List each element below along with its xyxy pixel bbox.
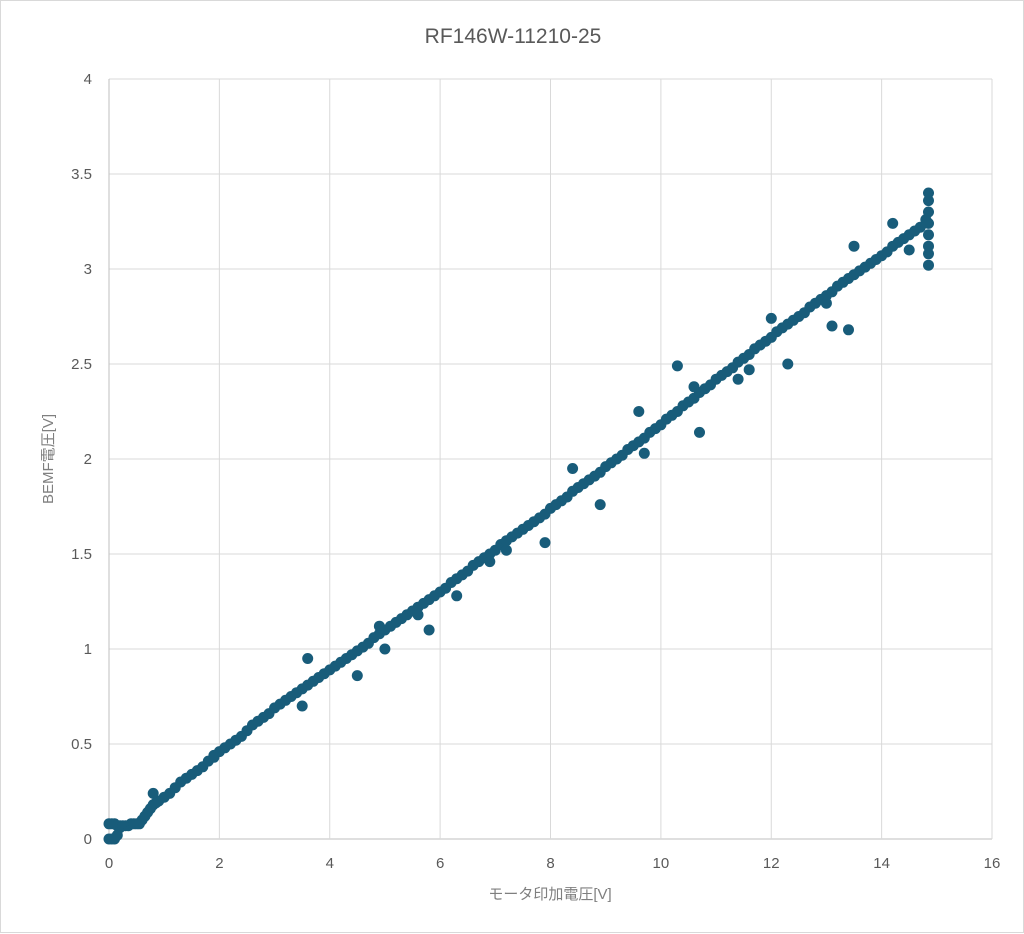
data-point bbox=[638, 447, 650, 459]
data-point bbox=[373, 620, 385, 632]
y-tick-label: 2.5 bbox=[71, 356, 92, 373]
x-tick-label: 0 bbox=[105, 855, 113, 872]
data-point bbox=[923, 206, 934, 218]
y-tick-label: 0 bbox=[84, 831, 92, 848]
data-point bbox=[302, 653, 314, 664]
data-point bbox=[732, 373, 744, 385]
data-point bbox=[826, 320, 838, 332]
data-point bbox=[923, 240, 934, 252]
data-point bbox=[539, 537, 551, 549]
y-tick-label: 3.5 bbox=[71, 166, 92, 183]
data-point bbox=[848, 240, 860, 252]
data-point bbox=[351, 670, 363, 682]
data-point bbox=[208, 749, 220, 761]
y-axis-label: BEMF電圧[V] bbox=[40, 414, 57, 504]
data-point bbox=[567, 463, 579, 474]
data-point bbox=[923, 229, 934, 241]
data-point bbox=[923, 248, 934, 260]
gridlines bbox=[108, 78, 993, 840]
data-point bbox=[412, 609, 424, 621]
data-point bbox=[923, 187, 934, 199]
x-tick-label: 16 bbox=[984, 855, 1001, 872]
data-point bbox=[694, 426, 705, 438]
data-point bbox=[633, 406, 645, 417]
x-tick-label: 12 bbox=[763, 855, 780, 872]
data-point bbox=[671, 360, 683, 372]
x-tick-label: 10 bbox=[653, 855, 670, 872]
x-axis-ticks: 0 2 4 6 8 10 12 14 16 bbox=[105, 855, 1001, 872]
data-point bbox=[451, 590, 463, 602]
data-point bbox=[923, 195, 934, 207]
x-tick-label: 4 bbox=[326, 855, 334, 872]
x-tick-label: 6 bbox=[436, 855, 444, 872]
y-tick-label: 1 bbox=[84, 641, 92, 658]
y-tick-label: 4 bbox=[84, 71, 92, 88]
data-point bbox=[594, 499, 606, 511]
data-point bbox=[923, 259, 934, 271]
data-point bbox=[484, 556, 496, 568]
data-point bbox=[782, 358, 794, 370]
y-tick-label: 0.5 bbox=[71, 736, 92, 753]
data-point bbox=[379, 643, 391, 655]
data-point bbox=[147, 787, 159, 799]
data-point bbox=[914, 221, 926, 233]
y-tick-label: 2 bbox=[84, 451, 92, 468]
data-point bbox=[843, 324, 854, 336]
y-tick-label: 1.5 bbox=[71, 546, 92, 563]
data-point bbox=[765, 312, 777, 324]
data-point bbox=[296, 700, 308, 712]
data-points bbox=[103, 187, 934, 845]
chart-title: RF146W-11210-25 bbox=[425, 25, 602, 48]
x-tick-label: 8 bbox=[546, 855, 554, 872]
x-axis-label: モータ印加電圧[V] bbox=[488, 886, 611, 903]
data-point bbox=[743, 364, 755, 376]
y-axis-ticks: 0 0.5 1 1.5 2 2.5 3 3.5 4 bbox=[71, 71, 92, 848]
data-point bbox=[923, 217, 934, 229]
x-tick-label: 14 bbox=[873, 855, 890, 872]
data-point bbox=[423, 624, 435, 636]
data-point bbox=[688, 381, 700, 393]
data-point bbox=[887, 217, 899, 229]
data-point bbox=[820, 297, 832, 309]
x-tick-label: 2 bbox=[215, 855, 223, 872]
data-point bbox=[903, 244, 915, 256]
y-tick-label: 3 bbox=[84, 261, 92, 278]
data-point bbox=[500, 544, 512, 556]
